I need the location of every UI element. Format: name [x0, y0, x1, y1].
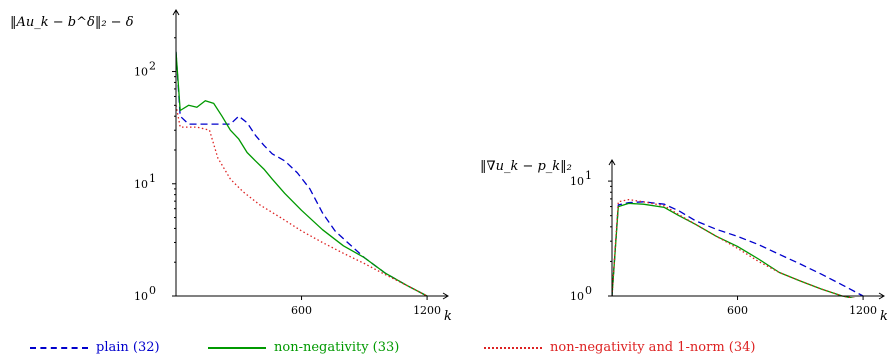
x-tick-label: 600: [727, 304, 748, 317]
legend-label-non-negativity-1-norm: non-negativity and 1-norm (34): [550, 340, 756, 355]
legend-swatch-non-negativity-1-norm: [484, 346, 542, 349]
y-tick-exponent: 1: [585, 169, 592, 182]
series-non-negativity-33: [176, 51, 428, 297]
legend-swatch-plain: [30, 346, 88, 349]
y-tick-label: 10: [570, 175, 584, 188]
x-tick-label: 1200: [849, 304, 877, 317]
y-tick-label: 10: [134, 178, 148, 191]
y-tick-label: 10: [134, 66, 148, 79]
series-group: [176, 51, 428, 297]
legend-swatch-non-negativity: [208, 346, 266, 349]
x-tick-label: 1200: [413, 304, 441, 317]
x-axis-arrow: [442, 292, 449, 300]
y-tick-exponent: 0: [585, 284, 592, 297]
y-tick-exponent: 1: [149, 172, 156, 185]
x-tick-label: 600: [291, 304, 312, 317]
series-plain-32: [612, 201, 864, 297]
y-axis-arrow: [172, 9, 180, 16]
y-tick-exponent: 2: [149, 60, 156, 73]
x-axis-title: k: [444, 309, 452, 324]
legend-item-plain: plain (32): [30, 340, 160, 355]
legend: plain (32) non-negativity (33) non-negat…: [0, 340, 893, 362]
legend-item-non-negativity: non-negativity (33): [208, 340, 399, 355]
series-non-negativity-and-1-norm-34: [176, 105, 428, 297]
series-non-negativity-33: [612, 202, 856, 298]
x-axis-title: k: [880, 309, 888, 324]
y-tick-exponent: 0: [149, 284, 156, 297]
legend-label-non-negativity: non-negativity (33): [274, 340, 400, 355]
y-axis-title: ‖∇u_k − p_k‖₂: [480, 159, 572, 174]
legend-label-plain: plain (32): [96, 340, 160, 355]
y-axis-arrow: [608, 159, 616, 166]
series-non-negativity-and-1-norm-34: [612, 198, 856, 298]
y-tick-label: 10: [570, 290, 584, 303]
y-tick-label: 10: [134, 290, 148, 303]
legend-item-non-negativity-1-norm: non-negativity and 1-norm (34): [484, 340, 756, 355]
x-axis-arrow: [878, 292, 885, 300]
y-axis-title: ‖Au_k − b^δ‖₂ − δ: [10, 15, 134, 30]
series-plain-32: [176, 51, 428, 297]
series-group: [612, 198, 864, 298]
